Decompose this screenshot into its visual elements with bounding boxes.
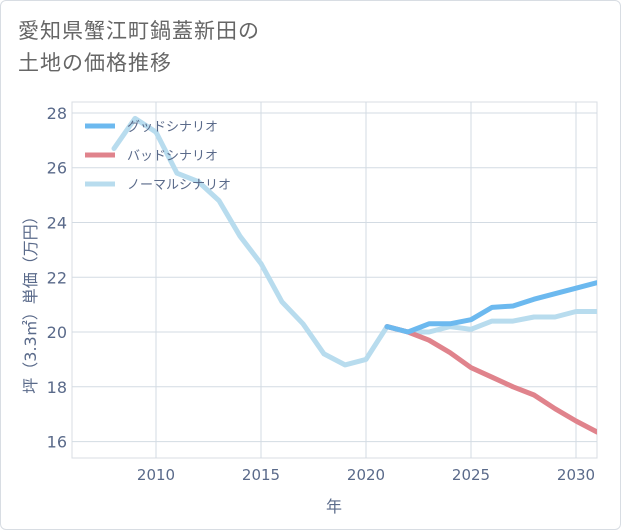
y-axis-label: 坪（3.3㎡）単価（万円） [21, 208, 40, 393]
grid-lines [72, 102, 597, 458]
legend-label-2: バッドシナリオ [127, 149, 218, 164]
x-tick-label-2015: 2015 [242, 466, 280, 484]
chart-title-line-1: 愛知県蟹江町鍋蓋新田の [18, 19, 260, 43]
series-lines [111, 115, 597, 435]
y-tick-label-16: 16 [47, 433, 67, 452]
x-tick-label-2030: 2030 [557, 466, 595, 484]
x-tick-label-2020: 2020 [347, 466, 385, 484]
x-tick-label-2010: 2010 [137, 466, 175, 484]
legend-label-1: グッドシナリオ [127, 120, 218, 135]
y-tick-label-24: 24 [47, 213, 67, 232]
y-tick-label-20: 20 [47, 323, 67, 342]
y-tick-label-18: 18 [47, 378, 67, 397]
series-line-2 [384, 324, 597, 435]
y-tick-label-22: 22 [47, 268, 67, 287]
chart-title-line-2: 土地の価格推移 [18, 51, 172, 75]
series-line-1 [384, 280, 597, 335]
x-tick-label-2025: 2025 [452, 466, 490, 484]
x-axis-label: 年 [326, 497, 342, 516]
plot-area [71, 101, 598, 459]
y-tick-labels: 16 18 20 22 24 26 28 [47, 104, 67, 452]
chart-title: 愛知県蟹江町鍋蓋新田の 土地の価格推移 [18, 15, 438, 79]
series-line-3 [111, 115, 597, 368]
x-tick-labels: 2010 2015 2020 2025 2030 [137, 466, 595, 484]
y-tick-label-26: 26 [47, 159, 67, 178]
legend-label-3: ノーマルシナリオ [127, 178, 231, 193]
y-tick-label-28: 28 [47, 104, 67, 123]
